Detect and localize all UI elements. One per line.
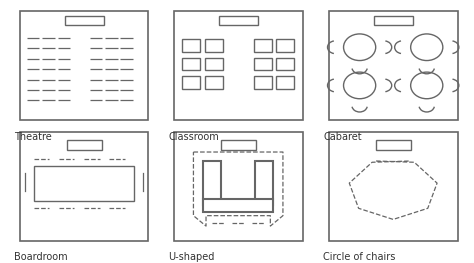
Bar (221, 140, 255, 150)
Text: Theatre: Theatre (14, 132, 52, 141)
Bar (254, 76, 272, 89)
Bar (276, 39, 294, 52)
Bar (276, 76, 294, 89)
Bar (374, 16, 413, 25)
Bar (205, 76, 223, 89)
Text: Boardroom: Boardroom (14, 252, 68, 262)
Bar (376, 140, 410, 150)
Bar (255, 161, 273, 205)
Bar (254, 39, 272, 52)
Text: Classroom: Classroom (168, 132, 219, 141)
Bar (34, 166, 135, 201)
Bar (182, 39, 201, 52)
Bar (182, 58, 201, 70)
Bar (203, 199, 273, 212)
Text: U-shaped: U-shaped (168, 252, 215, 262)
Bar (182, 76, 201, 89)
Bar (254, 58, 272, 70)
Bar (203, 161, 221, 205)
Text: Circle of chairs: Circle of chairs (323, 252, 396, 262)
Bar (219, 16, 258, 25)
Bar (205, 58, 223, 70)
Bar (205, 39, 223, 52)
Text: Cabaret: Cabaret (323, 132, 362, 141)
Bar (67, 140, 101, 150)
Bar (64, 16, 104, 25)
Bar (276, 58, 294, 70)
